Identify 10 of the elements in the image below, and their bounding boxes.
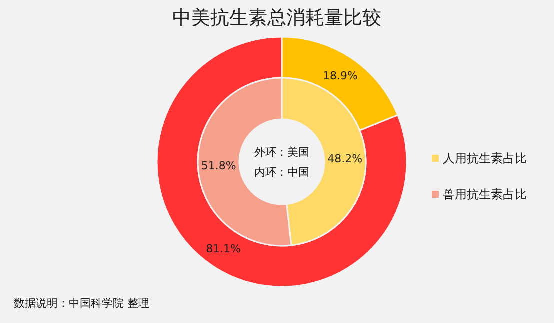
data-label: 51.8% bbox=[201, 159, 236, 172]
text: 数据说明：中国科学院 整理 bbox=[14, 297, 150, 310]
data-label: 48.2% bbox=[328, 152, 363, 166]
text: 内环：中国 bbox=[254, 166, 310, 179]
data-label: 18.9% bbox=[322, 69, 358, 82]
data-label: 81.1% bbox=[206, 242, 242, 256]
chart-title: 中美抗生素总消耗量比较 bbox=[172, 7, 382, 29]
text: 外环：美国 bbox=[254, 146, 310, 159]
legend-label: 人用抗生素占比 bbox=[443, 152, 527, 166]
legend-label: 兽用抗生素占比 bbox=[443, 188, 527, 202]
